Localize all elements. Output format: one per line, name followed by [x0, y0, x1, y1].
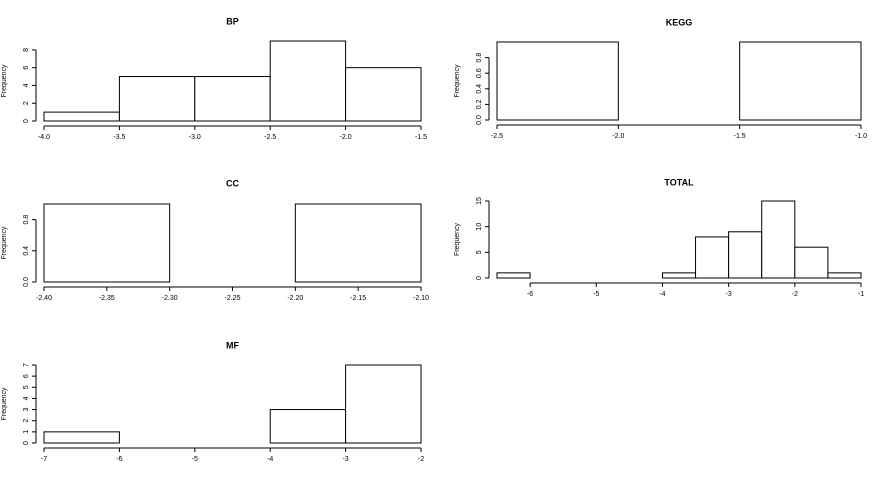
- chart-title: TOTAL: [664, 177, 694, 187]
- chart-title: KEGG: [666, 17, 693, 27]
- x-tick-label: -2.30: [162, 295, 178, 302]
- x-tick-label: -2.15: [350, 295, 366, 302]
- y-axis-label: Frequency: [454, 64, 461, 98]
- y-tick-label: 0.8: [476, 53, 483, 63]
- x-tick-label: -4.0: [38, 134, 50, 141]
- y-tick-label: 6: [23, 374, 30, 378]
- x-tick-label: -1.0: [855, 133, 867, 140]
- y-tick-label: 0: [23, 119, 30, 123]
- y-tick-label: 3: [23, 408, 30, 412]
- y-tick-label: 6: [23, 66, 30, 70]
- bar: [294, 203, 422, 283]
- x-tick-label: -6: [527, 291, 533, 298]
- x-tick-label: -5: [593, 291, 599, 298]
- bar: [345, 364, 422, 444]
- y-tick-label: 4: [23, 83, 30, 87]
- bar: [269, 409, 347, 444]
- x-tick-label: -2.20: [287, 295, 303, 302]
- bar: [739, 41, 862, 121]
- y-tick-label: 15: [476, 197, 483, 205]
- bar: [496, 272, 531, 279]
- bar: [269, 40, 347, 122]
- x-tick-label: -2.5: [264, 134, 276, 141]
- y-tick-label: 2: [23, 101, 30, 105]
- x-tick-label: -1: [858, 291, 864, 298]
- x-tick-label: -3: [342, 456, 348, 463]
- y-tick-label: 10: [476, 223, 483, 231]
- y-tick-label: 0.2: [476, 99, 483, 109]
- x-tick-label: -1.5: [415, 134, 427, 141]
- bar: [661, 272, 697, 279]
- y-tick-label: 2: [23, 419, 30, 423]
- x-tick-label: -5: [192, 456, 198, 463]
- bar: [43, 431, 120, 444]
- y-axis-label: Frequency: [1, 226, 8, 260]
- x-tick-label: -1.5: [734, 133, 746, 140]
- x-tick-label: -2: [792, 291, 798, 298]
- bar: [345, 67, 422, 122]
- x-tick-label: -3.0: [189, 134, 201, 141]
- bar: [43, 203, 171, 283]
- bar: [496, 41, 619, 121]
- y-tick-label: 0.8: [23, 215, 30, 225]
- x-tick-label: -2.25: [225, 295, 241, 302]
- y-tick-label: 7: [23, 363, 30, 367]
- x-tick-label: -6: [116, 456, 122, 463]
- y-tick-label: 0: [476, 276, 483, 280]
- x-tick-label: -2.35: [99, 295, 115, 302]
- x-tick-label: -3.5: [113, 134, 125, 141]
- bar: [695, 236, 730, 279]
- chart-title: CC: [226, 178, 239, 188]
- x-tick-label: -4: [659, 291, 665, 298]
- x-tick-label: -2.10: [413, 295, 429, 302]
- y-tick-label: 0.4: [476, 84, 483, 94]
- y-axis-label: Frequency: [454, 222, 461, 256]
- bar: [827, 272, 862, 279]
- y-tick-label: 0.0: [23, 277, 30, 287]
- y-axis-label: Frequency: [1, 387, 8, 421]
- x-tick-label: -2: [418, 456, 424, 463]
- chart-title: BP: [226, 16, 239, 26]
- bar: [794, 246, 829, 279]
- y-axis-label: Frequency: [1, 64, 8, 98]
- y-tick-label: 0: [23, 441, 30, 445]
- y-tick-label: 5: [23, 385, 30, 389]
- y-tick-label: 1: [23, 430, 30, 434]
- y-tick-label: 0.6: [476, 68, 483, 78]
- bar: [118, 76, 196, 122]
- x-tick-label: -3: [726, 291, 732, 298]
- x-tick-label: -2.40: [36, 295, 52, 302]
- bar: [728, 231, 763, 279]
- y-tick-label: 5: [476, 250, 483, 254]
- bar: [194, 76, 271, 122]
- chart-title: MF: [226, 340, 239, 350]
- bar: [43, 111, 120, 122]
- bar: [761, 200, 796, 279]
- x-tick-label: -2.5: [491, 133, 503, 140]
- x-tick-label: -7: [41, 456, 47, 463]
- y-tick-label: 0.4: [23, 246, 30, 256]
- x-tick-label: -2.0: [612, 133, 624, 140]
- y-tick-label: 8: [23, 48, 30, 52]
- y-tick-label: 0.0: [476, 115, 483, 125]
- y-tick-label: 4: [23, 396, 30, 400]
- x-tick-label: -2.0: [340, 134, 352, 141]
- x-tick-label: -4: [267, 456, 273, 463]
